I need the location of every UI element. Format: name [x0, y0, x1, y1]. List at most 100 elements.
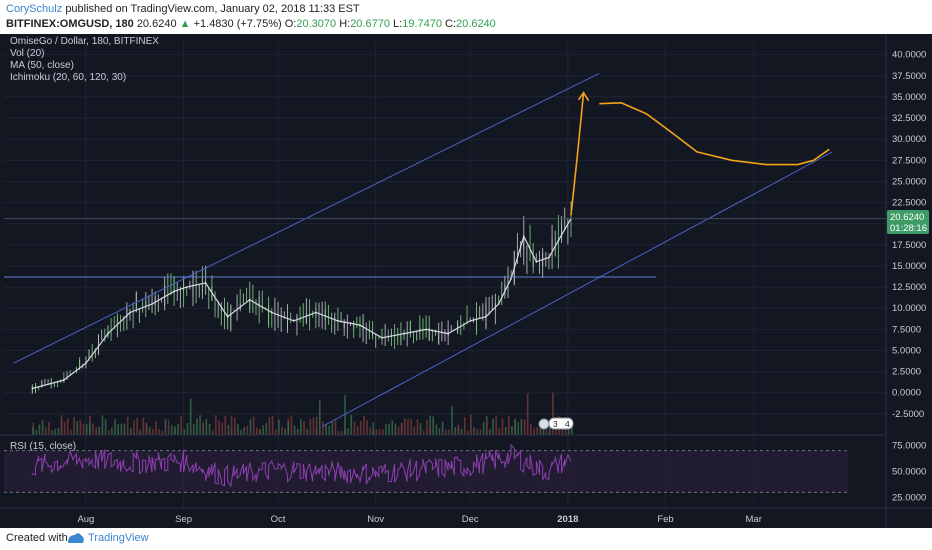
volume-bar — [448, 429, 450, 435]
volume-bar — [259, 430, 261, 435]
volume-bar — [174, 426, 176, 435]
events-badge[interactable]: 3 4 — [538, 417, 574, 430]
volume-bar — [152, 428, 154, 435]
open-label: O: — [284, 18, 297, 30]
author-link[interactable]: CorySchulz — [6, 3, 63, 15]
volume-bar — [89, 423, 91, 435]
volume-bar — [476, 429, 479, 435]
time-axis-tick-label: Aug — [77, 514, 94, 525]
price-axis-tick-label: 10.0000 — [892, 303, 926, 314]
last-price: 20.6240 — [136, 18, 177, 30]
footer-bar: Created with TradingView — [0, 528, 932, 550]
volume-bar — [48, 422, 50, 435]
legend-vol[interactable]: Vol (20) — [10, 48, 44, 59]
volume-bar — [256, 427, 258, 435]
tradingview-link[interactable]: TradingView — [88, 532, 149, 544]
volume-bar — [548, 422, 551, 435]
price-point — [204, 282, 207, 284]
time-axis-tick-label: Dec — [462, 514, 479, 525]
price-point — [510, 277, 512, 280]
price-axis-tick-label: 37.5000 — [892, 71, 926, 82]
price-point — [522, 235, 525, 238]
volume-bar — [133, 420, 135, 435]
volume-bar — [350, 415, 353, 435]
high-label: H: — [339, 18, 351, 30]
event-count-left: 3 — [553, 419, 558, 429]
volume-bar — [170, 425, 173, 435]
volume-bar — [35, 429, 38, 435]
legend-rsi[interactable]: RSI (15, close) — [10, 441, 76, 452]
volume-bar — [501, 418, 504, 435]
price-point — [129, 311, 131, 314]
volume-bar — [76, 421, 79, 435]
symbol-ohlc-line: BITFINEX:OMGUSD, 180 20.6240 ▲ +1.4830 (… — [6, 18, 496, 30]
volume-bar — [95, 427, 97, 435]
projection-arrow[interactable] — [570, 92, 585, 216]
volume-bar — [268, 416, 271, 435]
volume-bar — [284, 428, 286, 435]
volume-bar — [265, 423, 268, 435]
volume-bar — [504, 427, 507, 435]
volume-bar — [325, 423, 327, 435]
rsi-axis[interactable]: 75.0000 50.0000 25.0000 — [892, 440, 926, 503]
volume-bar — [394, 423, 397, 435]
price-change: +1.4830 (+7.75%) — [193, 18, 282, 30]
volume-bar — [508, 415, 510, 435]
lower-trendline[interactable] — [321, 151, 833, 427]
legend-ma[interactable]: MA (50, close) — [10, 60, 74, 71]
projection-arrowhead[interactable] — [577, 91, 590, 102]
event-count-pill[interactable] — [548, 417, 574, 430]
flag-icon[interactable] — [538, 418, 550, 430]
volume-bar — [167, 419, 170, 435]
volume-bar — [511, 425, 513, 435]
volume-bar — [344, 395, 346, 435]
chart-canvas[interactable]: 40.000037.500035.000032.500030.000027.50… — [0, 34, 932, 528]
volume-bar — [51, 430, 53, 435]
volume-bar — [359, 420, 362, 435]
price-point — [31, 387, 34, 390]
volume-bar — [224, 415, 227, 435]
volume-bar — [246, 425, 249, 435]
price-point — [535, 260, 538, 263]
volume-bar — [391, 420, 394, 435]
volume-bar — [126, 416, 129, 435]
volume-bar — [495, 415, 497, 435]
volume-bar — [382, 429, 384, 435]
price-axis-tick-label: 17.5000 — [892, 240, 926, 251]
event-count-right: 4 — [565, 419, 570, 429]
volume-bar — [366, 420, 368, 435]
volume-bar — [451, 405, 453, 435]
volume-bar — [552, 392, 554, 435]
drawings-layer[interactable] — [4, 72, 886, 427]
price-point — [85, 362, 87, 364]
volume-bar — [426, 419, 428, 435]
volume-bar — [73, 416, 75, 435]
volume-bar — [422, 430, 425, 435]
volume-bar — [407, 419, 409, 435]
price-point — [425, 328, 427, 331]
volume-bar — [372, 422, 375, 435]
price-axis-tick-label: 0.0000 — [892, 388, 921, 399]
time-axis-tick-label: Oct — [271, 514, 286, 525]
volume-bar — [542, 428, 545, 435]
volume-bar — [309, 418, 312, 435]
volume-bar — [164, 419, 167, 435]
volume-bar — [252, 416, 255, 435]
volume-bar — [199, 415, 201, 435]
volume-bar — [388, 423, 390, 435]
volume-bar — [498, 428, 501, 435]
volume-bar — [145, 423, 148, 435]
price-point — [315, 311, 317, 314]
projection-curve[interactable] — [599, 102, 830, 166]
volume-bar — [67, 418, 69, 435]
time-axis[interactable]: Aug Sep Oct Nov Dec 2018 Feb Mar — [77, 514, 761, 525]
volume-bar — [545, 429, 548, 435]
price-axis[interactable]: 40.0000 37.5000 35.0000 32.5000 30.0000 27.50… — [892, 50, 926, 420]
low-label: L: — [393, 18, 403, 30]
volume-bar — [57, 427, 60, 435]
legend-ichimoku[interactable]: Ichimoku (20, 60, 120, 30) — [10, 72, 126, 83]
price-axis-tick-label: 30.0000 — [892, 134, 926, 145]
symbol-label: BITFINEX:OMGUSD, 180 — [6, 18, 134, 30]
price-point — [107, 332, 109, 335]
volume-bar — [38, 424, 41, 435]
